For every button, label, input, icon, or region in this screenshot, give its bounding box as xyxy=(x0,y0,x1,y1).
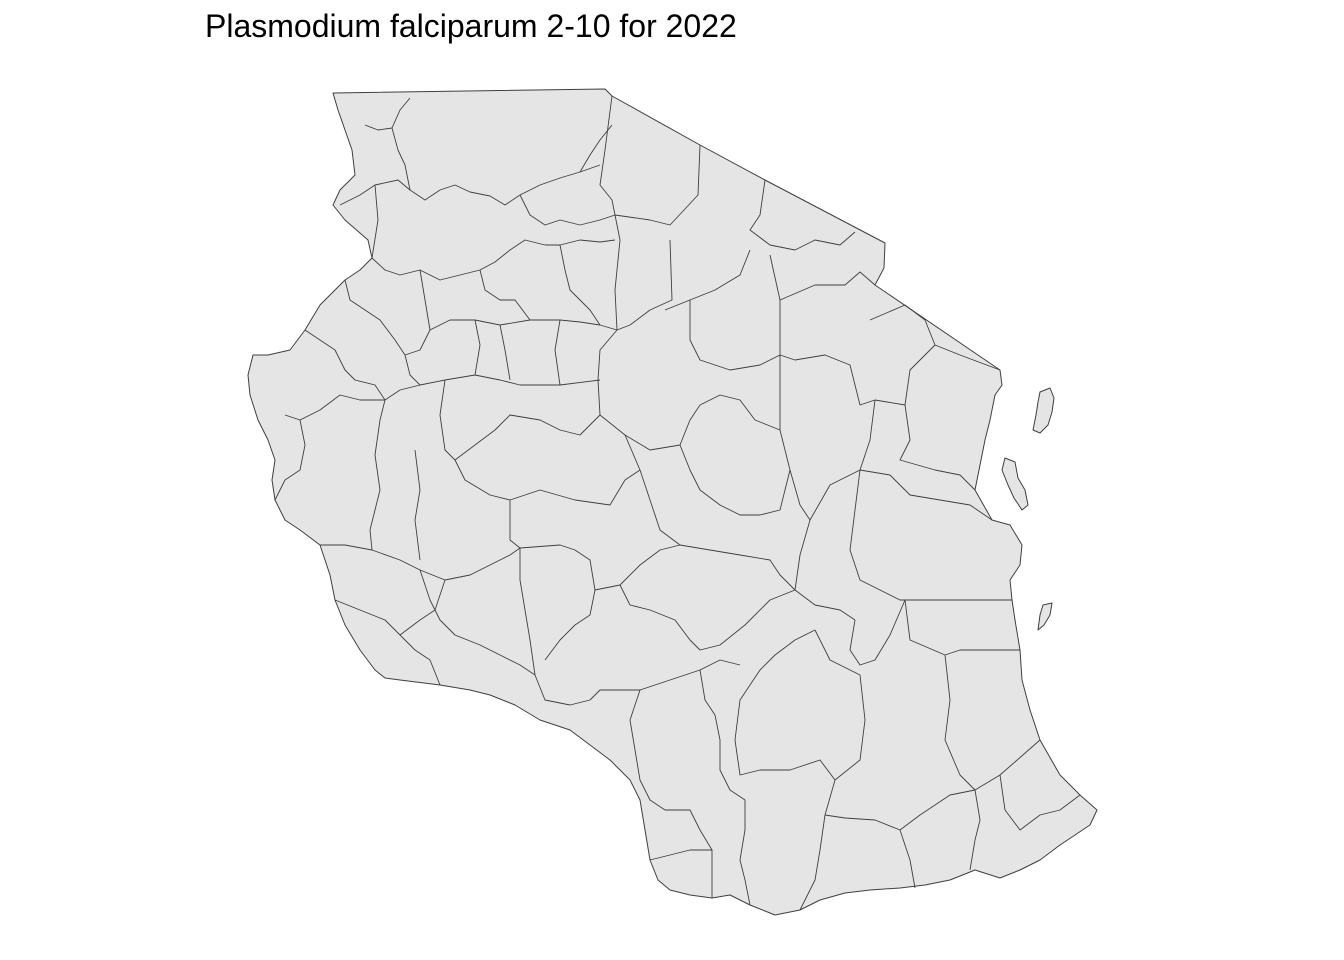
island-pemba xyxy=(1032,387,1055,434)
island-mafia xyxy=(1037,602,1053,631)
district-boundaries xyxy=(274,95,1081,911)
mainland-region xyxy=(247,88,1098,916)
map-title: Plasmodium falciparum 2-10 for 2022 xyxy=(205,8,737,44)
island-unguja xyxy=(1001,457,1029,511)
lake-victoria-shore xyxy=(339,164,601,206)
